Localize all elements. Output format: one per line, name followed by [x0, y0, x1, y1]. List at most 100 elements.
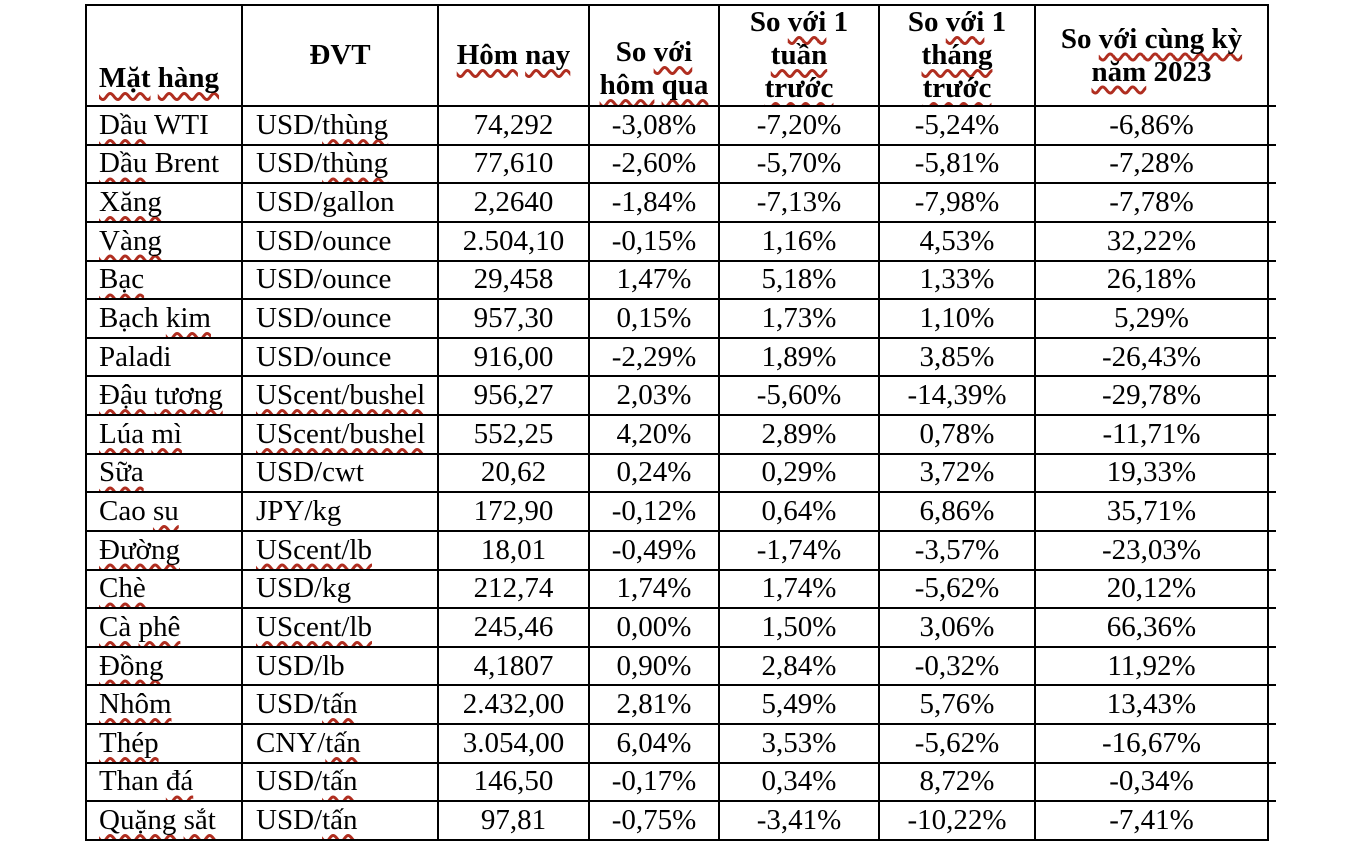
cell-vs-2023: -6,86% — [1034, 105, 1269, 146]
cell-unit: USD/thùng — [241, 105, 439, 146]
cell-today-price: 18,01 — [437, 529, 590, 571]
spellcheck-squiggle-text: mì — [151, 417, 182, 450]
cell-vs-week: 1,16% — [718, 220, 880, 262]
cell-today-price: 29,458 — [437, 259, 590, 301]
cell-commodity-name: Paladi — [85, 336, 243, 378]
spellcheck-squiggle-text: nay — [525, 39, 571, 71]
cell-vs-month: -14,39% — [878, 375, 1036, 416]
spellcheck-squiggle-text: Vàng — [99, 224, 162, 257]
plain-text: USD/ — [256, 765, 323, 798]
cell-unit: UScent/bushel — [241, 375, 439, 416]
cell-unit: USD/lb — [241, 645, 439, 687]
spellcheck-squiggle-text: thùng — [322, 147, 389, 180]
cell-vs-2023: 26,18% — [1034, 259, 1269, 301]
plain-text: Than — [99, 765, 166, 798]
spellcheck-squiggle-text: Xăng — [99, 186, 162, 219]
cell-vs-week: 0,29% — [718, 452, 880, 494]
cell-vs-month: 3,72% — [878, 452, 1036, 494]
cell-unit: USD/kg — [241, 568, 439, 610]
cell-vs-yesterday: 4,20% — [588, 414, 720, 455]
cell-today-price: 916,00 — [437, 336, 590, 378]
row-line-overhang — [1268, 260, 1276, 301]
spellcheck-squiggle-text: UScent/bushel — [256, 417, 426, 450]
cell-vs-yesterday: -0,49% — [588, 529, 720, 571]
spellcheck-squiggle-text: Nhôm — [99, 688, 172, 721]
cell-unit: JPY/kg — [241, 491, 439, 532]
header-cell-so-voi-1-tuan-truoc: So với 1 tuần trước — [718, 4, 880, 107]
row-line-overhang — [1268, 183, 1276, 223]
spellcheck-squiggle-text: Lúa — [99, 417, 145, 450]
cell-vs-week: 0,34% — [718, 761, 880, 803]
cell-vs-month: 6,86% — [878, 491, 1036, 532]
plain-text: 1 — [826, 6, 849, 38]
cell-unit: USD/tấn — [241, 800, 439, 841]
cell-vs-2023: 13,43% — [1034, 684, 1269, 725]
header-cell-hom-nay: Hôm nay — [437, 4, 590, 107]
row-line-overhang — [1268, 299, 1276, 339]
row-line-overhang — [1268, 685, 1276, 725]
plain-text: USD/ounce — [256, 263, 392, 296]
cell-vs-week: -7,20% — [718, 105, 880, 146]
row-line-overhang — [1268, 415, 1276, 455]
cell-vs-2023: 35,71% — [1034, 491, 1269, 532]
cell-unit: USD/tấn — [241, 761, 439, 803]
cell-unit: CNY/tấn — [241, 723, 439, 764]
header-cell-so-voi-hom-qua: So với hôm qua — [588, 4, 720, 107]
cell-vs-week: 1,73% — [718, 298, 880, 339]
cell-vs-week: 2,84% — [718, 645, 880, 687]
cell-commodity-name: Đậu tương — [85, 375, 243, 416]
table-row: Chè USD/kg 212,74 1,74% 1,74% -5,62% 20,12% — [85, 568, 1276, 610]
cell-vs-week: -5,70% — [718, 143, 880, 185]
cell-vs-week: 1,50% — [718, 607, 880, 648]
spellcheck-squiggle-text: thùng — [322, 108, 389, 141]
plain-text: So — [615, 36, 654, 68]
cell-unit: UScent/bushel — [241, 414, 439, 455]
row-line-overhang — [1268, 646, 1276, 687]
cell-vs-2023: 32,22% — [1034, 220, 1269, 262]
cell-vs-month: -0,32% — [878, 645, 1036, 687]
cell-today-price: 245,46 — [437, 607, 590, 648]
cell-commodity-name: Bạc — [85, 259, 243, 301]
cell-vs-month: -5,24% — [878, 105, 1036, 146]
table-row: Vàng USD/ounce 2.504,10 -0,15% 1,16% 4,53% 32,… — [85, 220, 1276, 262]
cell-vs-2023: 66,36% — [1034, 607, 1269, 648]
spellcheck-squiggle-text: hàng — [157, 62, 220, 94]
cell-vs-yesterday: 0,00% — [588, 607, 720, 648]
cell-vs-yesterday: -1,84% — [588, 182, 720, 223]
cell-vs-2023: 5,29% — [1034, 298, 1269, 339]
plain-text: USD/cwt — [256, 456, 364, 489]
cell-commodity-name: Sữa — [85, 452, 243, 494]
cell-vs-yesterday: -3,08% — [588, 105, 720, 146]
spellcheck-squiggle-text: Quặng — [99, 804, 177, 837]
plain-text: So — [749, 6, 788, 38]
cell-commodity-name: Cao su — [85, 491, 243, 532]
table-row: Cà phê UScent/lb 245,46 0,00% 1,50% 3,06% 66,3… — [85, 607, 1276, 648]
plain-text: Cao — [99, 495, 153, 528]
cell-vs-week: -5,60% — [718, 375, 880, 416]
cell-vs-yesterday: 0,24% — [588, 452, 720, 494]
cell-today-price: 172,90 — [437, 491, 590, 532]
cell-unit: USD/thùng — [241, 143, 439, 185]
cell-vs-month: 5,76% — [878, 684, 1036, 725]
table-row: Lúa mì UScent/bushel 552,25 4,20% 2,89% 0,78%… — [85, 414, 1276, 455]
plain-text: Bạch — [99, 301, 166, 334]
cell-vs-yesterday: 2,81% — [588, 684, 720, 725]
row-line-overhang — [1268, 762, 1276, 803]
cell-today-price: 2.432,00 — [437, 684, 590, 725]
cell-vs-month: 3,06% — [878, 607, 1036, 648]
table-row: Đường UScent/lb 18,01 -0,49% -1,74% -3,57% -23… — [85, 529, 1276, 571]
cell-vs-yesterday: -0,75% — [588, 800, 720, 841]
table-row: Xăng USD/gallon 2,2640 -1,84% -7,13% -7,98% -7… — [85, 182, 1276, 223]
plain-text: USD/ounce — [256, 224, 392, 257]
row-line-overhang — [1268, 337, 1276, 378]
cell-unit: USD/cwt — [241, 452, 439, 494]
cell-commodity-name: Đồng — [85, 645, 243, 687]
cell-today-price: 20,62 — [437, 452, 590, 494]
plain-text: ĐVT — [309, 39, 371, 71]
table-row: Đậu tương UScent/bushel 956,27 2,03% -5,60% -… — [85, 375, 1276, 416]
cell-vs-yesterday: -0,12% — [588, 491, 720, 532]
cell-vs-month: -10,22% — [878, 800, 1036, 841]
